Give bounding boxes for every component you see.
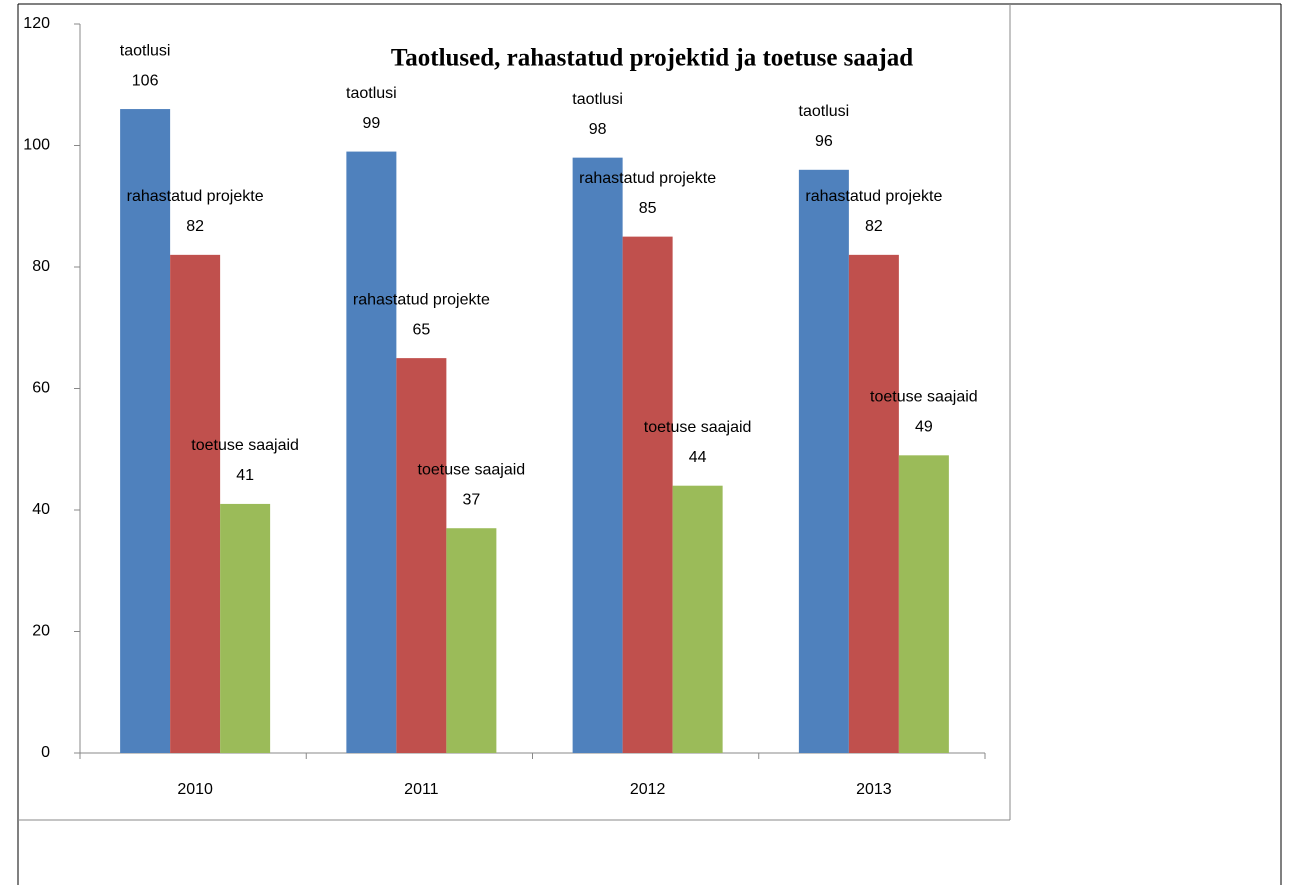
data-label: 98: [589, 121, 607, 138]
data-label: 37: [462, 491, 480, 508]
data-label-name: taotlusi: [346, 85, 397, 102]
bar: [170, 254, 221, 753]
y-tick-label: 60: [32, 380, 50, 397]
y-tick-label: 40: [32, 501, 50, 518]
title-background: [310, 34, 1000, 86]
bar: [898, 455, 949, 753]
data-label-name: toetuse saajaid: [418, 461, 526, 478]
data-label-name: taotlusi: [799, 103, 850, 120]
data-label-name: rahastatud projekte: [353, 291, 490, 308]
data-label-name: rahastatud projekte: [579, 170, 716, 187]
chart-title: Taotlused, rahastatud projektid ja toetu…: [391, 45, 913, 72]
y-tick-label: 0: [41, 744, 50, 761]
data-label: 41: [236, 467, 254, 484]
data-label: 82: [865, 218, 883, 235]
data-label: 99: [362, 115, 380, 132]
bar: [396, 358, 447, 753]
bar: [622, 236, 673, 753]
y-tick-label: 80: [32, 258, 50, 275]
bar: [120, 109, 171, 754]
bar: [446, 528, 497, 753]
x-tick-label: 2010: [177, 781, 213, 798]
x-tick-label: 2011: [404, 781, 439, 798]
data-label-name: taotlusi: [120, 42, 171, 59]
y-tick-label: 120: [23, 15, 50, 32]
data-label: 44: [689, 449, 707, 466]
y-tick-label: 20: [32, 623, 50, 640]
y-tick-label: 100: [23, 137, 50, 154]
bar: [572, 157, 623, 753]
data-label: 106: [132, 72, 159, 89]
bar: [220, 503, 271, 753]
data-label: 65: [412, 321, 430, 338]
data-label: 82: [186, 218, 204, 235]
data-label-name: rahastatud projekte: [127, 188, 264, 205]
data-label-name: taotlusi: [572, 91, 623, 108]
data-label-name: rahastatud projekte: [805, 188, 942, 205]
bar: [672, 485, 723, 753]
x-tick-label: 2012: [630, 781, 666, 798]
data-label: 85: [639, 200, 657, 217]
data-label-name: toetuse saajaid: [870, 389, 978, 406]
data-label-name: toetuse saajaid: [644, 419, 752, 436]
data-label: 96: [815, 133, 833, 150]
bar: [848, 254, 899, 753]
bar: [798, 169, 849, 754]
x-tick-label: 2013: [856, 781, 892, 798]
bar: [346, 151, 397, 753]
data-label: 49: [915, 419, 933, 436]
data-label-name: toetuse saajaid: [191, 437, 299, 454]
